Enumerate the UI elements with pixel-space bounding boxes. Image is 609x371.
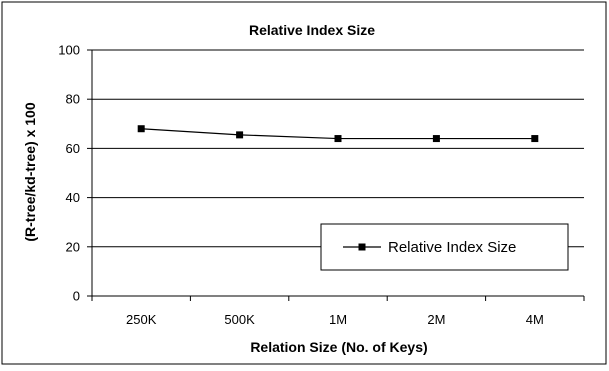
legend-label: Relative Index Size	[388, 239, 516, 256]
y-tick-label: 40	[66, 190, 80, 205]
y-tick-labels: 0 20 40 60 80 100	[58, 43, 80, 304]
data-point-marker	[432, 135, 440, 143]
series-layer	[137, 125, 539, 143]
chart-border	[1, 1, 607, 365]
data-point-marker	[236, 131, 244, 139]
x-axis-title: Relation Size (No. of Keys)	[250, 339, 427, 355]
axes	[87, 49, 585, 301]
chart-title: Relative Index Size	[249, 22, 375, 38]
y-tick-label: 60	[66, 141, 80, 156]
x-tick-label: 1M	[329, 312, 347, 327]
x-tick-label: 4M	[526, 312, 544, 327]
data-point-marker	[531, 135, 539, 143]
y-tick-label: 0	[73, 289, 80, 304]
x-tick-label: 500K	[224, 312, 255, 327]
gridlines	[92, 49, 584, 248]
y-tick-label: 100	[58, 43, 80, 58]
x-tick-label: 2M	[427, 312, 445, 327]
y-tick-label: 80	[66, 92, 80, 107]
x-tick-label: 250K	[126, 312, 157, 327]
legend: Relative Index Size	[320, 223, 569, 271]
y-tick-label: 20	[66, 239, 80, 254]
data-point-marker	[137, 125, 145, 133]
legend-marker	[358, 243, 366, 251]
data-point-marker	[334, 135, 342, 143]
x-tick-labels: 250K 500K 1M 2M 4M	[126, 312, 544, 327]
y-axis-title: (R-tree/kd-tree) x 100	[22, 102, 38, 241]
